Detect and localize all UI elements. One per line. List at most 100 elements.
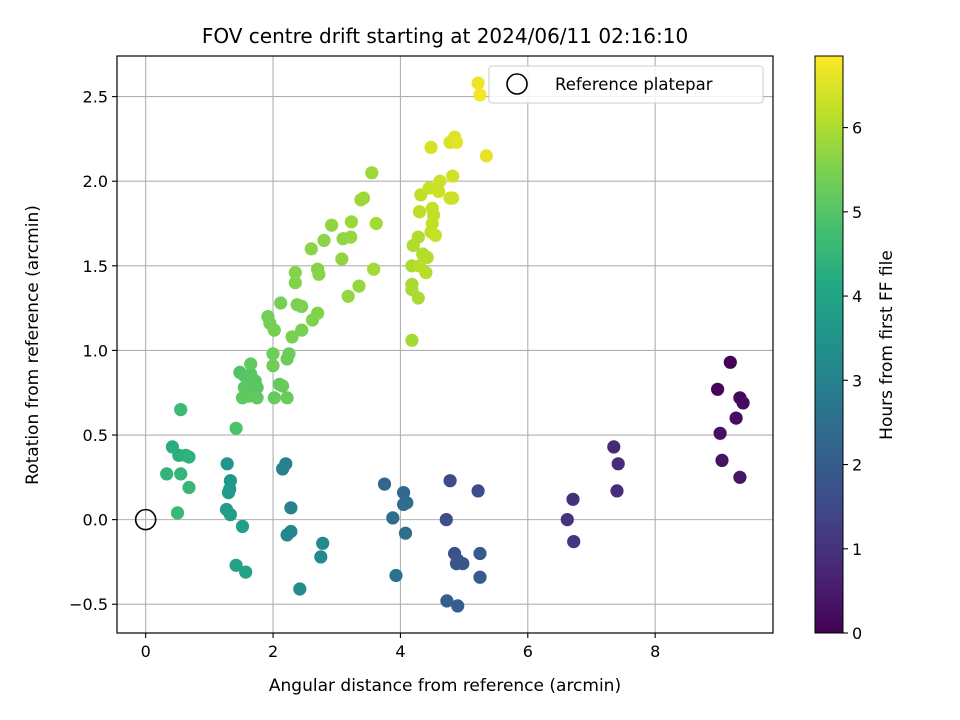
data-point	[220, 457, 234, 471]
data-point	[398, 526, 413, 540]
data-point	[443, 474, 457, 488]
data-point	[473, 570, 487, 584]
data-point	[174, 467, 188, 481]
data-point	[274, 296, 288, 310]
data-point	[446, 169, 460, 183]
colorbar-tick-label: 1	[852, 540, 862, 559]
data-point	[439, 513, 453, 527]
colorbar-gradient	[814, 55, 844, 634]
data-point	[285, 330, 299, 344]
colorbar-tick-label: 4	[852, 287, 862, 306]
x-tick-label: 8	[650, 642, 660, 661]
data-point	[377, 477, 392, 491]
data-point	[280, 528, 294, 542]
data-point	[405, 333, 419, 347]
data-point	[713, 426, 727, 440]
data-point	[369, 216, 383, 231]
data-point	[250, 381, 264, 395]
y-tick-label: 1.5	[83, 257, 108, 276]
data-point	[411, 291, 425, 305]
colorbar-tick-label: 2	[852, 456, 862, 475]
data-point	[341, 289, 355, 303]
data-point	[611, 457, 625, 471]
data-point	[412, 205, 427, 219]
data-point	[412, 259, 427, 273]
data-point	[284, 501, 298, 515]
data-point	[433, 174, 447, 188]
data-point	[276, 379, 290, 393]
legend-marker-icon	[506, 73, 528, 95]
data-point	[451, 599, 465, 613]
data-point	[446, 191, 460, 205]
data-point	[344, 215, 358, 229]
x-axis-label: Angular distance from reference (arcmin)	[269, 676, 621, 696]
data-point	[566, 492, 580, 506]
plot-frame	[116, 55, 774, 634]
data-point	[288, 276, 302, 290]
data-point	[473, 88, 487, 102]
legend-label: Reference platepar	[555, 75, 713, 94]
data-point	[365, 166, 379, 180]
data-point	[267, 391, 281, 405]
data-point	[420, 250, 434, 264]
colorbar-tick-label: 3	[852, 371, 862, 390]
data-point	[729, 411, 743, 425]
data-point	[723, 355, 737, 369]
data-point	[389, 568, 403, 583]
colorbar-tick-label: 5	[852, 203, 862, 222]
y-tick-label: 0.0	[83, 511, 108, 530]
y-axis-label: Rotation from reference (arcmin)	[23, 205, 43, 485]
data-point	[221, 486, 236, 500]
data-point	[325, 218, 339, 232]
data-point	[182, 450, 196, 464]
data-point	[317, 233, 331, 247]
data-point	[266, 347, 280, 361]
data-point	[428, 228, 442, 242]
data-point	[479, 149, 493, 163]
data-point	[235, 519, 250, 534]
data-point	[610, 484, 624, 498]
data-point	[607, 440, 621, 454]
x-tick-label: 0	[141, 642, 151, 661]
x-tick-label: 6	[523, 642, 533, 661]
x-tick-label: 4	[395, 642, 405, 661]
y-tick-label: 2.0	[83, 172, 108, 191]
data-point	[170, 506, 185, 520]
data-point	[174, 403, 188, 417]
legend-box	[488, 65, 764, 104]
data-point	[352, 279, 366, 293]
data-point	[316, 536, 330, 550]
data-point	[471, 76, 485, 90]
data-point	[311, 306, 325, 320]
data-point	[344, 230, 358, 244]
data-point	[733, 470, 747, 484]
data-point	[229, 558, 243, 572]
data-point	[293, 582, 307, 596]
data-point	[267, 323, 281, 337]
x-axis-ticks: 0 2 4 6 8	[141, 633, 660, 661]
y-tick-label: 0.5	[83, 426, 108, 445]
data-point	[312, 267, 326, 281]
data-points	[160, 76, 750, 613]
colorbar: 0 1 2 3 4 5 6 Hours from first FF file	[814, 55, 897, 643]
data-point	[229, 421, 243, 435]
data-point	[295, 299, 309, 313]
data-point	[304, 242, 318, 256]
data-point	[276, 462, 290, 476]
y-tick-label: 2.5	[83, 88, 108, 107]
data-point	[280, 352, 294, 366]
data-point	[266, 359, 280, 373]
data-point	[280, 391, 294, 405]
data-point	[425, 201, 439, 215]
chart-title: FOV centre drift starting at 2024/06/11 …	[202, 24, 688, 48]
colorbar-ticks: 0 1 2 3 4 5 6	[843, 119, 862, 643]
data-point	[432, 184, 446, 198]
data-point	[736, 396, 750, 410]
data-point	[449, 135, 464, 149]
data-point	[386, 511, 400, 525]
data-point	[295, 323, 309, 337]
legend: Reference platepar	[488, 65, 764, 104]
reference-point-marker	[134, 508, 157, 531]
x-tick-label: 2	[268, 642, 278, 661]
